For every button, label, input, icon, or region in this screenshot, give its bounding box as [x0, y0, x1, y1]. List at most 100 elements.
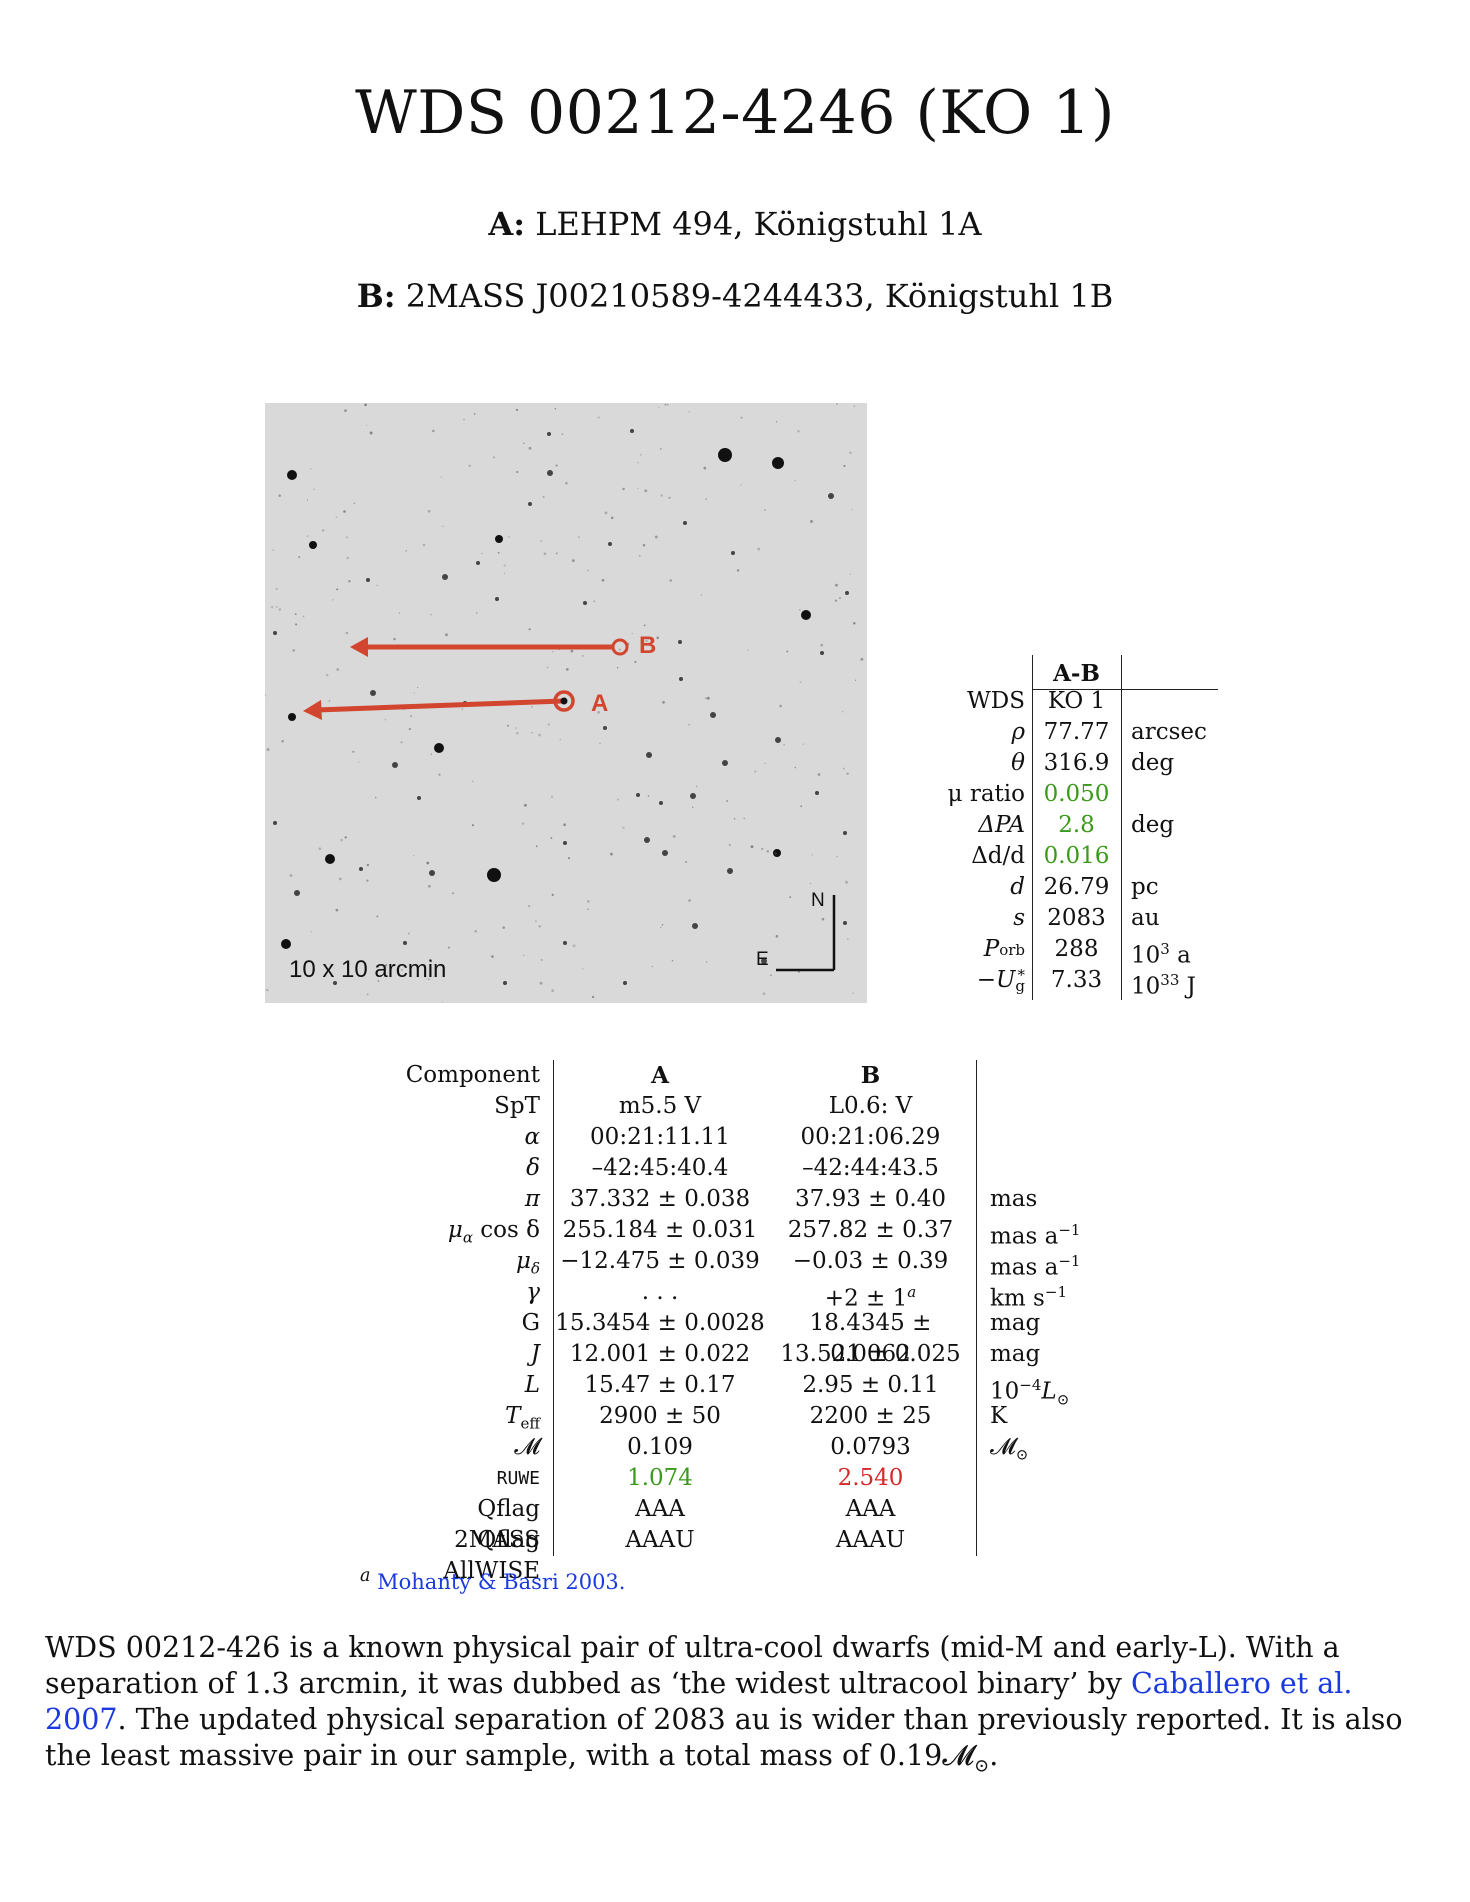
faint-star: [587, 569, 590, 572]
faint-star: [555, 552, 558, 555]
faint-star: [763, 509, 766, 511]
component-row-unit: mag: [990, 1339, 1110, 1370]
star: [370, 690, 376, 696]
faint-star: [634, 660, 637, 663]
faint-star: [503, 564, 506, 567]
faint-star: [854, 679, 857, 681]
pair-row-unit-text: au: [1131, 905, 1160, 931]
pair-row-label-text: s: [1013, 905, 1025, 931]
faint-star: [409, 715, 413, 718]
faint-star: [515, 727, 517, 729]
star: [731, 551, 735, 555]
faint-star: [794, 479, 796, 482]
faint-star: [430, 613, 433, 616]
component-a-value: 1.074: [627, 1465, 693, 1491]
faint-star: [843, 464, 846, 467]
faint-star: [547, 723, 551, 726]
component-a-label: A:: [488, 205, 526, 243]
faint-star: [546, 666, 549, 669]
component-a-value: AAAU: [625, 1527, 695, 1553]
component-row-label-text: L: [524, 1372, 540, 1398]
component-row-label-text: G: [521, 1310, 540, 1336]
faint-star: [405, 549, 408, 552]
faint-star: [463, 418, 465, 421]
star: [495, 597, 499, 601]
star: [722, 760, 728, 766]
faint-star: [582, 968, 584, 970]
faint-star: [528, 446, 532, 450]
finder-chart-field: [265, 403, 864, 1003]
faint-star: [321, 529, 325, 532]
component-row-unit: K: [990, 1401, 1110, 1432]
faint-star: [766, 850, 770, 853]
star: [547, 470, 553, 476]
compass-east-label: E: [756, 949, 769, 970]
reference-link-caballero[interactable]: Caballero et al. 2007: [45, 1667, 1353, 1736]
faint-star: [554, 407, 557, 410]
faint-star: [538, 733, 542, 737]
faint-star: [427, 978, 430, 981]
faint-star: [310, 930, 313, 933]
component-row-label-sub: δ: [530, 1259, 540, 1278]
faint-star: [542, 495, 545, 498]
component-a-value: –42:45:40.4: [591, 1155, 729, 1181]
component-a-value: 37.332 ± 0.038: [569, 1186, 751, 1212]
pair-row-label-text: WDS: [967, 688, 1025, 714]
pair-row-label-text: ΔPA: [978, 812, 1025, 838]
component-row-label: G: [400, 1308, 540, 1339]
component-header-b: B: [860, 1062, 881, 1089]
component-a-value: 15.3454 ± 0.0028: [555, 1310, 765, 1336]
faint-star: [836, 856, 838, 858]
component-a-value: 255.184 ± 0.031: [562, 1217, 758, 1243]
star: [679, 677, 683, 681]
component-row-label: Qflag AllWISE: [400, 1525, 540, 1584]
pair-row-unit-sup: 3: [1160, 940, 1170, 958]
faint-star: [335, 908, 339, 912]
faint-star: [622, 487, 625, 491]
pair-row-unit-sup: 33: [1160, 971, 1180, 989]
faint-star: [540, 540, 543, 542]
faint-star: [660, 494, 663, 497]
faint-star: [703, 466, 707, 470]
faint-star: [298, 556, 301, 559]
proper-motion-arrow-b: [350, 637, 629, 657]
component-a-value: 15.47 ± 0.17: [584, 1372, 736, 1398]
compass-north-label: N: [811, 890, 825, 911]
faint-star: [534, 920, 537, 923]
pair-row-label-text: θ: [1011, 750, 1025, 776]
faint-star: [393, 637, 396, 641]
faint-star: [587, 908, 589, 911]
faint-star: [762, 992, 766, 995]
faint-star: [539, 981, 543, 985]
faint-star: [398, 612, 401, 614]
faint-star: [664, 403, 667, 406]
faint-star: [559, 738, 561, 741]
faint-star: [336, 668, 340, 671]
faint-star: [551, 893, 554, 897]
pair-table-divider-2: [1121, 655, 1123, 1000]
component-row-unit-sup: −1: [1058, 1221, 1081, 1239]
faint-star: [685, 860, 688, 863]
faint-star: [705, 697, 707, 700]
pair-table-header: A-B: [1053, 660, 1100, 687]
component-row-label: L: [400, 1370, 540, 1401]
pair-row-value: 2.8: [1058, 812, 1095, 838]
pair-row-value: 288: [1054, 936, 1099, 962]
star: [442, 574, 448, 580]
faint-star: [616, 667, 619, 669]
star: [630, 429, 634, 433]
component-a-value: 00:21:11.11: [590, 1124, 730, 1150]
pair-row-label: −U * g: [930, 965, 1025, 996]
faint-star: [693, 925, 696, 928]
component-b-identifiers: 2MASS J00210589-4244433, Königstuhl 1B: [405, 277, 1114, 315]
faint-star: [695, 785, 698, 788]
faint-star: [472, 780, 474, 782]
component-row-label-text: RUWE: [496, 1468, 540, 1489]
component-row-label-sub: eff: [520, 1414, 540, 1433]
faint-star: [318, 847, 322, 850]
faint-star: [332, 599, 334, 601]
component-row-unit: km s−1: [990, 1277, 1110, 1312]
footnote-reference-link[interactable]: Mohanty & Basri 2003.: [377, 1570, 626, 1594]
star-field: [265, 403, 864, 1003]
